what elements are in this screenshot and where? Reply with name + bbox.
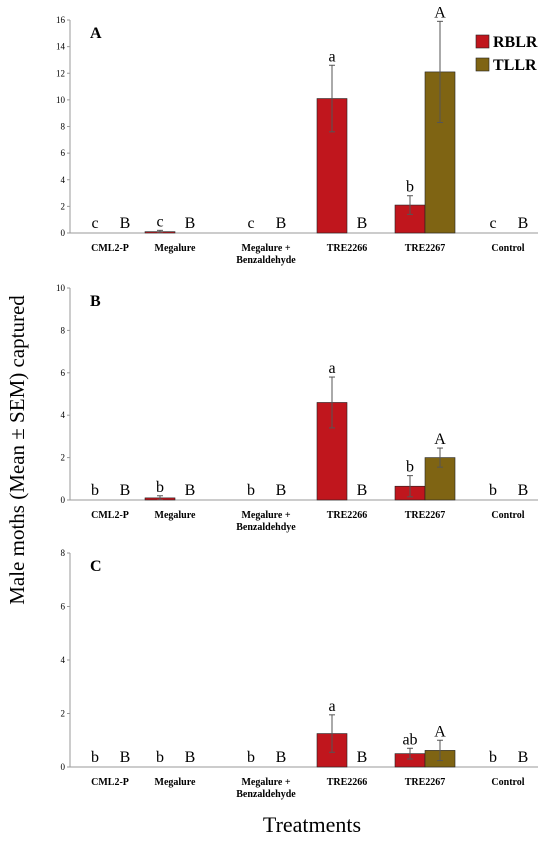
category-label: CML2-P [91, 243, 129, 254]
significance-letter: B [185, 482, 196, 499]
category-label: TRE2266 [327, 243, 368, 254]
y-tick-label: 16 [56, 15, 66, 25]
x-axis-label: Treatments [263, 812, 361, 837]
y-tick-label: 0 [61, 495, 66, 505]
panel-a: 0 2 4 6 8 10 12 14 16 A CML2-P Megalure Megalure + Be… [56, 4, 538, 266]
significance-letter: b [91, 482, 99, 499]
y-tick-label: 0 [61, 228, 66, 238]
y-tick-label: 6 [61, 368, 66, 378]
significance-letter: B [518, 482, 529, 499]
category-label: Control [491, 777, 524, 788]
category-label: Megalure + Benzaldehdye [236, 510, 296, 533]
category-label: Megalure + Benzaldehyde [236, 777, 296, 800]
significance-letter: a [328, 360, 335, 377]
significance-letter: B [120, 215, 131, 232]
significance-letter: c [247, 215, 254, 232]
significance-letter: c [156, 213, 163, 230]
legend-label-rblr: RBLR [493, 34, 538, 51]
panel-label: A [90, 25, 102, 42]
significance-letter: B [518, 215, 529, 232]
significance-letter: b [156, 749, 164, 766]
significance-letter: B [185, 749, 196, 766]
category-label: TRE2267 [405, 777, 446, 788]
y-tick-label: 2 [61, 201, 66, 211]
significance-letter: B [120, 482, 131, 499]
significance-letter: b [489, 749, 497, 766]
significance-letter: ab [402, 731, 417, 748]
y-tick-label: 4 [61, 655, 66, 665]
y-tick-label: 6 [61, 602, 66, 612]
category-label: Megalure [155, 777, 196, 788]
category-label: TRE2267 [405, 510, 446, 521]
panel-c: 0 2 4 6 8 C CML2-P Megalure Megalure + Benzaldehy… [61, 548, 538, 800]
y-tick-label: 6 [61, 148, 66, 158]
legend: RBLR TLLR [475, 34, 538, 74]
y-tick-label: 8 [61, 122, 66, 132]
significance-letter: B [518, 749, 529, 766]
category-label: TRE2267 [405, 243, 446, 254]
category-label: CML2-P [91, 510, 129, 521]
significance-letter: B [120, 749, 131, 766]
significance-letter: b [247, 482, 255, 499]
significance-letter: A [434, 723, 446, 740]
significance-letter: b [156, 479, 164, 496]
category-label: Megalure [155, 243, 196, 254]
significance-letter: A [434, 431, 446, 448]
category-label: CML2-P [91, 777, 129, 788]
y-tick-label: 14 [56, 42, 66, 52]
panel-b: 0 2 4 6 8 10 B CML2-P Megalure Megalure + Benzalde… [56, 283, 538, 533]
category-label: Control [491, 243, 524, 254]
significance-letter: c [91, 215, 98, 232]
legend-swatch-rblr [475, 34, 490, 49]
significance-letter: a [328, 48, 335, 65]
category-label: Megalure [155, 510, 196, 521]
y-tick-label: 2 [61, 709, 66, 719]
panel-label: B [90, 293, 101, 310]
y-tick-label: 2 [61, 453, 66, 463]
y-tick-label: 10 [56, 283, 66, 293]
y-tick-label: 4 [61, 175, 66, 185]
panel-label: C [90, 558, 102, 575]
significance-letter: B [276, 482, 287, 499]
category-label: TRE2266 [327, 510, 368, 521]
significance-letter: B [276, 215, 287, 232]
significance-letter: c [489, 215, 496, 232]
y-tick-label: 8 [61, 548, 66, 558]
significance-letter: b [91, 749, 99, 766]
significance-letter: b [489, 482, 497, 499]
y-tick-label: 12 [56, 68, 65, 78]
category-label: TRE2266 [327, 777, 368, 788]
legend-swatch-tllr [475, 57, 490, 72]
significance-letter: B [357, 482, 368, 499]
significance-letter: B [185, 215, 196, 232]
significance-letter: B [276, 749, 287, 766]
significance-letter: B [357, 749, 368, 766]
significance-letter: a [328, 698, 335, 715]
y-tick-label: 10 [56, 95, 66, 105]
significance-letter: b [406, 179, 414, 196]
significance-letter: A [434, 4, 446, 21]
significance-letter: b [406, 459, 414, 476]
significance-letter: B [357, 215, 368, 232]
y-axis-label: Male moths (Mean ± SEM) captured [5, 295, 29, 605]
category-label: Control [491, 510, 524, 521]
legend-label-tllr: TLLR [493, 57, 537, 74]
y-tick-label: 0 [61, 762, 66, 772]
chart-panels: 0 2 4 6 8 10 12 14 16 A CML2-P Megalure Megalure + Be… [56, 4, 538, 800]
y-tick-label: 8 [61, 325, 66, 335]
significance-letter: b [247, 749, 255, 766]
category-label: Megalure + Benzaldehyde [236, 243, 296, 266]
y-tick-label: 4 [61, 410, 66, 420]
